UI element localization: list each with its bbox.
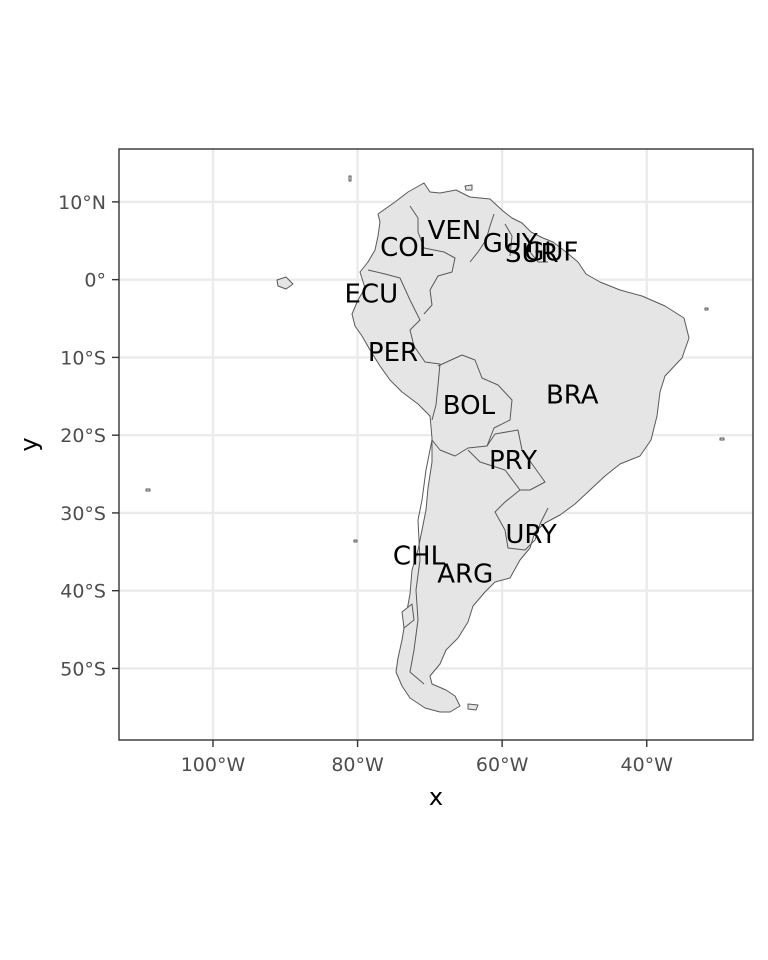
border-ven-guy — [469, 213, 495, 263]
land-falklands — [467, 703, 479, 711]
y-tick-label-2: 10°S — [60, 347, 106, 369]
country-label-pry: PRY — [489, 446, 537, 476]
land-juan-fernandez — [353, 539, 358, 543]
y-tick-label-4: 30°S — [60, 503, 106, 525]
land-caribbean-dots — [348, 175, 352, 182]
y-tick-label-5: 40°S — [60, 581, 106, 603]
y-axis-title: y — [15, 437, 43, 451]
country-label-guy: GUY — [483, 229, 538, 259]
country-label-sur: SUR — [505, 239, 559, 269]
country-label-guf: GUF — [524, 238, 578, 268]
country-label-chl: CHL — [393, 542, 446, 572]
country-label-ven: VEN — [428, 216, 482, 246]
land-layer — [145, 175, 725, 713]
land-galapagos — [276, 276, 294, 290]
border-sur-guf — [527, 237, 548, 263]
x-tick-label-3: 40°W — [620, 754, 673, 776]
axes: 100°W 80°W 60°W 40°W 10°N 0° 10°S 20°S 30°S 40°S 5… — [15, 192, 673, 811]
land-easter — [145, 488, 151, 492]
country-label-per: PER — [368, 338, 418, 368]
border-ecu-col-per — [367, 269, 411, 301]
land-atlantic-dots — [704, 307, 709, 311]
country-label-ury: URY — [505, 520, 556, 550]
country-label-bra: BRA — [546, 381, 599, 411]
y-tick-label-1: 0° — [84, 270, 106, 292]
border-col-ven — [409, 205, 456, 315]
y-tick-label-6: 50°S — [60, 658, 106, 680]
x-tick-label-2: 60°W — [476, 754, 529, 776]
country-label-col: COL — [380, 233, 434, 263]
country-label-arg: ARG — [437, 560, 493, 590]
x-tick-label-1: 80°W — [331, 754, 384, 776]
y-tick-label-0: 10°N — [58, 192, 106, 214]
y-tick-label-3: 20°S — [60, 425, 106, 447]
land-trinidad — [464, 184, 473, 191]
x-tick-label-0: 100°W — [181, 754, 246, 776]
x-axis-title: x — [429, 783, 443, 811]
border-guy-sur — [504, 223, 513, 257]
border-bol — [431, 354, 513, 457]
country-label-bol: BOL — [443, 391, 496, 421]
border-arg-bra-ury — [494, 489, 549, 551]
panel-border — [118, 148, 754, 741]
border-pry — [467, 429, 546, 491]
border-per-bra — [409, 299, 441, 421]
land-south-america — [351, 182, 690, 713]
land-chiloe — [401, 603, 415, 629]
country-label-ecu: ECU — [344, 280, 398, 310]
land-trindade — [719, 437, 725, 441]
border-chl-arg — [409, 439, 433, 685]
